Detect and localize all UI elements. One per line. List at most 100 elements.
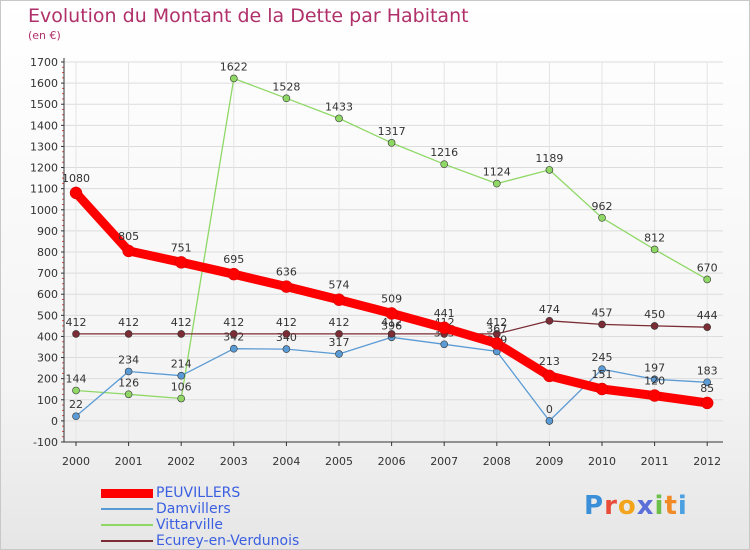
y-tick-label: 1700 bbox=[30, 56, 58, 69]
data-point bbox=[335, 350, 343, 358]
data-point bbox=[174, 256, 188, 269]
y-tick-label: 0 bbox=[51, 415, 58, 428]
logo-letter: i bbox=[677, 491, 688, 521]
data-label: 812 bbox=[644, 231, 665, 244]
data-point bbox=[124, 330, 133, 338]
logo-letter: x bbox=[636, 491, 655, 521]
data-label: 0 bbox=[546, 403, 553, 416]
data-label: 85 bbox=[700, 382, 714, 395]
data-point bbox=[598, 214, 606, 222]
data-point bbox=[230, 74, 238, 83]
data-label: 317 bbox=[329, 336, 350, 349]
data-point bbox=[335, 330, 343, 338]
data-label: 245 bbox=[592, 351, 613, 364]
data-point bbox=[648, 389, 661, 402]
data-point bbox=[387, 330, 396, 338]
y-tick-label: 900 bbox=[37, 225, 58, 238]
data-label: 509 bbox=[381, 292, 402, 305]
data-label: 106 bbox=[171, 381, 192, 394]
logo-letter: t bbox=[664, 491, 678, 521]
data-label: 441 bbox=[434, 307, 455, 320]
data-label: 126 bbox=[118, 376, 139, 389]
data-label: 1317 bbox=[378, 125, 406, 138]
data-label: 197 bbox=[644, 361, 665, 374]
legend-item: Damvillers bbox=[101, 501, 361, 517]
data-point bbox=[650, 322, 659, 330]
data-point bbox=[124, 367, 133, 376]
logo-letter: o bbox=[617, 491, 637, 521]
data-label: 670 bbox=[697, 261, 718, 274]
x-tick-label: 2007 bbox=[430, 455, 458, 468]
data-point bbox=[598, 365, 606, 373]
x-tick-label: 2003 bbox=[220, 455, 248, 468]
y-tick-label: 300 bbox=[37, 352, 58, 365]
data-point bbox=[437, 321, 451, 335]
data-point bbox=[177, 330, 185, 338]
legend-label: PEUVILLERS bbox=[156, 485, 241, 501]
data-point bbox=[703, 378, 712, 387]
data-point bbox=[545, 317, 554, 325]
data-label: 962 bbox=[592, 200, 613, 213]
data-label: 367 bbox=[486, 322, 507, 335]
data-label: 213 bbox=[539, 355, 560, 368]
data-point bbox=[703, 275, 712, 284]
data-label: 396 bbox=[381, 319, 402, 332]
legend-label: Damvillers bbox=[156, 501, 231, 517]
data-point bbox=[230, 330, 238, 338]
logo-letter: P bbox=[584, 491, 605, 521]
data-point bbox=[598, 320, 606, 329]
data-label: 805 bbox=[118, 230, 139, 243]
y-tick-label: 800 bbox=[37, 246, 58, 259]
chart-title: Evolution du Montant de la Dette par Hab… bbox=[28, 5, 469, 27]
data-label: 1124 bbox=[483, 166, 511, 179]
data-label: 412 bbox=[329, 316, 350, 329]
y-tick-label: 1300 bbox=[30, 140, 58, 153]
data-label: 1216 bbox=[430, 146, 458, 159]
data-point bbox=[72, 386, 80, 395]
data-label: 412 bbox=[118, 316, 139, 329]
proxiti-logo: Proxiti bbox=[584, 491, 688, 521]
data-label: 412 bbox=[171, 316, 192, 329]
data-label: 457 bbox=[592, 306, 613, 319]
x-tick-label: 2005 bbox=[325, 455, 353, 468]
x-tick-label: 2008 bbox=[483, 455, 511, 468]
legend-swatch bbox=[101, 524, 153, 526]
data-point bbox=[545, 417, 554, 425]
legend-item: Vittarville bbox=[101, 517, 361, 533]
y-tick-label: 1500 bbox=[30, 98, 58, 111]
data-label: 1622 bbox=[220, 60, 248, 73]
legend-label: Vittarville bbox=[156, 517, 224, 533]
chart-unit: (en €) bbox=[28, 29, 61, 42]
data-point bbox=[545, 166, 554, 174]
logo-letter: r bbox=[604, 491, 618, 521]
y-tick-label: 1600 bbox=[30, 77, 58, 90]
data-label: 636 bbox=[276, 266, 297, 279]
logo-letter: i bbox=[654, 491, 665, 521]
data-label: 751 bbox=[171, 241, 192, 254]
y-tick-label: 1000 bbox=[30, 204, 58, 217]
data-label: 1080 bbox=[62, 172, 90, 185]
y-tick-label: 200 bbox=[37, 373, 58, 386]
data-point bbox=[700, 396, 714, 410]
data-label: 695 bbox=[223, 253, 244, 266]
y-tick-label: 700 bbox=[37, 267, 58, 280]
data-point bbox=[490, 337, 504, 350]
y-tick-label: 500 bbox=[37, 309, 58, 322]
data-point bbox=[230, 344, 238, 353]
data-point bbox=[227, 267, 241, 281]
legend-item: PEUVILLERS bbox=[101, 485, 361, 501]
y-tick-label: 1400 bbox=[30, 119, 58, 132]
data-label: 412 bbox=[66, 316, 87, 329]
data-point bbox=[177, 371, 185, 380]
legend-swatch bbox=[101, 540, 153, 542]
legend-label: Ecurey-en-Verdunois bbox=[156, 533, 300, 549]
data-point bbox=[282, 94, 291, 103]
data-label: 450 bbox=[644, 308, 665, 321]
chart-legend: PEUVILLERS Damvillers Vittarville Ecurey-en… bbox=[101, 485, 361, 549]
data-label: 1189 bbox=[535, 152, 563, 165]
data-point bbox=[282, 330, 291, 338]
data-label: 474 bbox=[539, 303, 560, 316]
data-label: 444 bbox=[697, 309, 718, 322]
data-label: 22 bbox=[69, 398, 83, 411]
